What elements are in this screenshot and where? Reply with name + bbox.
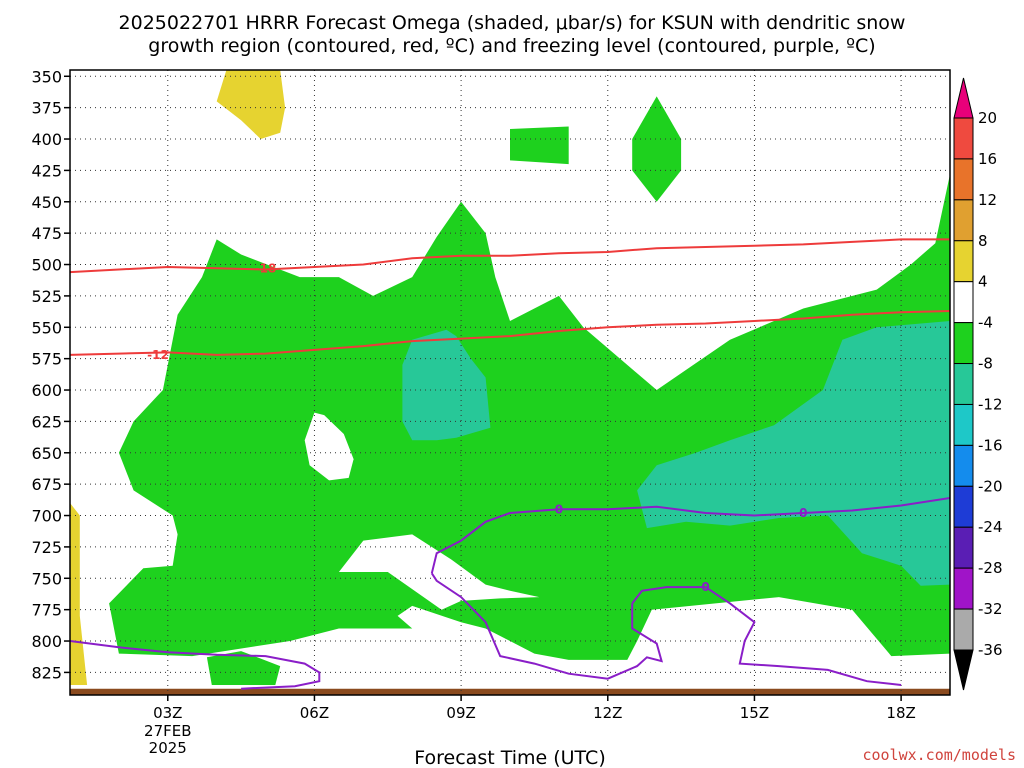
colorbar-label: 12 bbox=[978, 191, 997, 209]
colorbar-segment bbox=[953, 485, 974, 528]
shaded-omega-regions bbox=[70, 70, 950, 695]
x-tick-label: 09Z bbox=[446, 704, 475, 722]
colorbar-segment bbox=[953, 403, 974, 446]
colorbar-segment bbox=[953, 444, 974, 487]
omega-region-1 bbox=[402, 329, 491, 441]
y-tick-label: 725 bbox=[31, 538, 62, 557]
colorbar-label: 16 bbox=[978, 150, 997, 168]
omega-region-3 bbox=[304, 412, 354, 481]
chart-title-line2: growth region (contoured, red, ºC) and f… bbox=[148, 35, 875, 57]
dgz-contour-label: -12 bbox=[147, 348, 169, 362]
freezing-contour-2 bbox=[631, 586, 902, 686]
y-axis: 350 375 400 425 450 475 500 525 550 575 600 625 650 6… bbox=[31, 67, 70, 682]
y-tick-label: 450 bbox=[31, 193, 62, 212]
dgz-contour-1 bbox=[70, 310, 950, 356]
plot-frame bbox=[69, 69, 951, 696]
omega-region-8 bbox=[216, 70, 286, 139]
y-tick-label: 550 bbox=[31, 318, 62, 337]
colorbar-segment bbox=[953, 240, 974, 283]
colorbar-segment bbox=[953, 117, 974, 160]
y-tick-label: 600 bbox=[31, 381, 62, 400]
x-tick-label: 15Z bbox=[740, 704, 769, 722]
colorbar-segment bbox=[953, 322, 974, 365]
omega-region-5 bbox=[510, 126, 569, 165]
y-tick-label: 525 bbox=[31, 287, 62, 306]
x-axis-label: Forecast Time (UTC) bbox=[414, 747, 605, 768]
x-tick-date: 27FEB bbox=[144, 722, 191, 740]
omega-region-2 bbox=[637, 321, 950, 586]
colorbar-segment bbox=[953, 526, 974, 569]
x-tick-label: 03Z bbox=[153, 704, 182, 722]
y-tick-label: 775 bbox=[31, 601, 62, 620]
y-tick-label: 650 bbox=[31, 444, 62, 463]
y-tick-label: 575 bbox=[31, 350, 62, 369]
y-tick-label: 700 bbox=[31, 507, 62, 526]
colorbar-segment bbox=[953, 281, 974, 324]
chart-title-line1: 2025022701 HRRR Forecast Omega (shaded, … bbox=[119, 12, 906, 34]
y-tick-label: 675 bbox=[31, 475, 62, 494]
x-tick-year: 2025 bbox=[149, 739, 187, 757]
colorbar-bottom-arrow bbox=[953, 649, 974, 691]
colorbar-segment bbox=[953, 158, 974, 201]
dgz-contour-label: -18 bbox=[255, 261, 277, 275]
y-tick-label: 375 bbox=[31, 99, 62, 118]
colorbar-segment bbox=[953, 608, 974, 651]
colorbar-segment bbox=[953, 363, 974, 405]
contour-lines: -18 -12 0 0 0 bbox=[70, 238, 950, 690]
omega-region-9 bbox=[70, 503, 88, 685]
y-tick-label: 750 bbox=[31, 569, 62, 588]
x-tick-label: 12Z bbox=[593, 704, 622, 722]
y-tick-label: 425 bbox=[31, 161, 62, 180]
y-tick-label: 800 bbox=[31, 632, 62, 651]
y-tick-label: 400 bbox=[31, 130, 62, 149]
y-tick-label: 475 bbox=[31, 224, 62, 243]
colorbar-label: -36 bbox=[978, 641, 1003, 659]
colorbar-label: -16 bbox=[978, 436, 1003, 454]
y-tick-label: 625 bbox=[31, 412, 62, 431]
freezing-contour-0 bbox=[430, 497, 950, 574]
grid-lines bbox=[70, 70, 950, 695]
omega-region-0 bbox=[109, 174, 950, 660]
x-tick-label: 18Z bbox=[886, 704, 915, 722]
colorbar-label: -24 bbox=[978, 518, 1003, 536]
freezing-contour-label: 0 bbox=[701, 580, 709, 594]
colorbar-label: -12 bbox=[978, 395, 1003, 413]
y-tick-label: 825 bbox=[31, 663, 62, 682]
x-tick-label: 06Z bbox=[300, 704, 329, 722]
colorbar-label: 4 bbox=[978, 273, 988, 291]
freezing-contour-3 bbox=[430, 572, 664, 680]
colorbar-label: -32 bbox=[978, 600, 1003, 618]
colorbar-label: -4 bbox=[978, 314, 993, 332]
freezing-contour-label: 0 bbox=[799, 506, 807, 520]
omega-region-10 bbox=[70, 688, 950, 695]
y-tick-label: 350 bbox=[31, 67, 62, 86]
colorbar-label: -28 bbox=[978, 559, 1003, 577]
dgz-contour-0 bbox=[70, 238, 950, 274]
freezing-contour-4 bbox=[70, 640, 321, 690]
y-tick-label: 500 bbox=[31, 256, 62, 275]
freezing-contour-label: 0 bbox=[555, 502, 563, 516]
omega-region-6 bbox=[632, 96, 682, 202]
colorbar-segment bbox=[953, 199, 974, 242]
colorbar-label: -20 bbox=[978, 477, 1003, 495]
colorbar: 20 16 12 8 4 -4 -8 -12 -16 -20 -24 -28 -32 -36 bbox=[953, 77, 1003, 691]
omega-region-4 bbox=[338, 534, 540, 610]
omega-region-7 bbox=[206, 651, 281, 685]
colorbar-label: 8 bbox=[978, 232, 988, 250]
credit-text: coolwx.com/models bbox=[862, 746, 1016, 764]
colorbar-label: 20 bbox=[978, 109, 997, 127]
colorbar-label: -8 bbox=[978, 355, 993, 373]
colorbar-segment bbox=[953, 567, 974, 610]
